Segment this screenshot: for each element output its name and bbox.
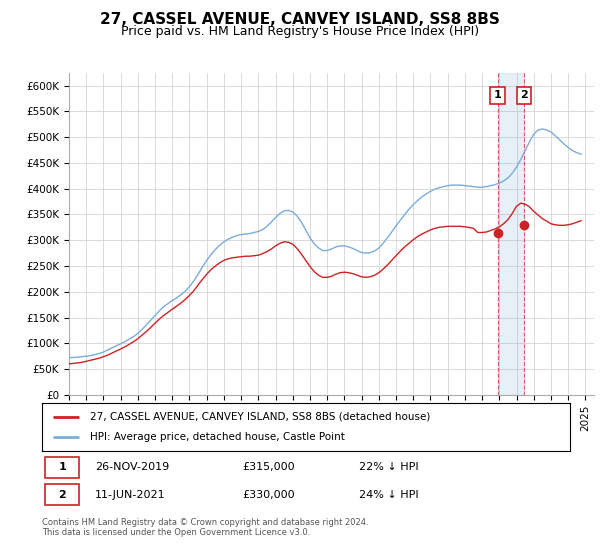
Text: 2: 2 (520, 90, 528, 100)
Text: 26-NOV-2019: 26-NOV-2019 (95, 463, 169, 472)
Text: £315,000: £315,000 (242, 463, 295, 472)
Text: 27, CASSEL AVENUE, CANVEY ISLAND, SS8 8BS: 27, CASSEL AVENUE, CANVEY ISLAND, SS8 8B… (100, 12, 500, 27)
Text: 2: 2 (58, 490, 66, 500)
Text: HPI: Average price, detached house, Castle Point: HPI: Average price, detached house, Cast… (89, 432, 344, 442)
FancyBboxPatch shape (44, 484, 79, 505)
Text: Contains HM Land Registry data © Crown copyright and database right 2024.
This d: Contains HM Land Registry data © Crown c… (42, 518, 368, 538)
Text: 22% ↓ HPI: 22% ↓ HPI (359, 463, 418, 472)
Text: 1: 1 (58, 463, 66, 472)
Text: 27, CASSEL AVENUE, CANVEY ISLAND, SS8 8BS (detached house): 27, CASSEL AVENUE, CANVEY ISLAND, SS8 8B… (89, 412, 430, 422)
Text: 11-JUN-2021: 11-JUN-2021 (95, 490, 166, 500)
Text: Price paid vs. HM Land Registry's House Price Index (HPI): Price paid vs. HM Land Registry's House … (121, 25, 479, 38)
Text: 1: 1 (494, 90, 502, 100)
FancyBboxPatch shape (44, 457, 79, 478)
Bar (497, 73, 524, 395)
Text: £330,000: £330,000 (242, 490, 295, 500)
Text: 24% ↓ HPI: 24% ↓ HPI (359, 490, 418, 500)
